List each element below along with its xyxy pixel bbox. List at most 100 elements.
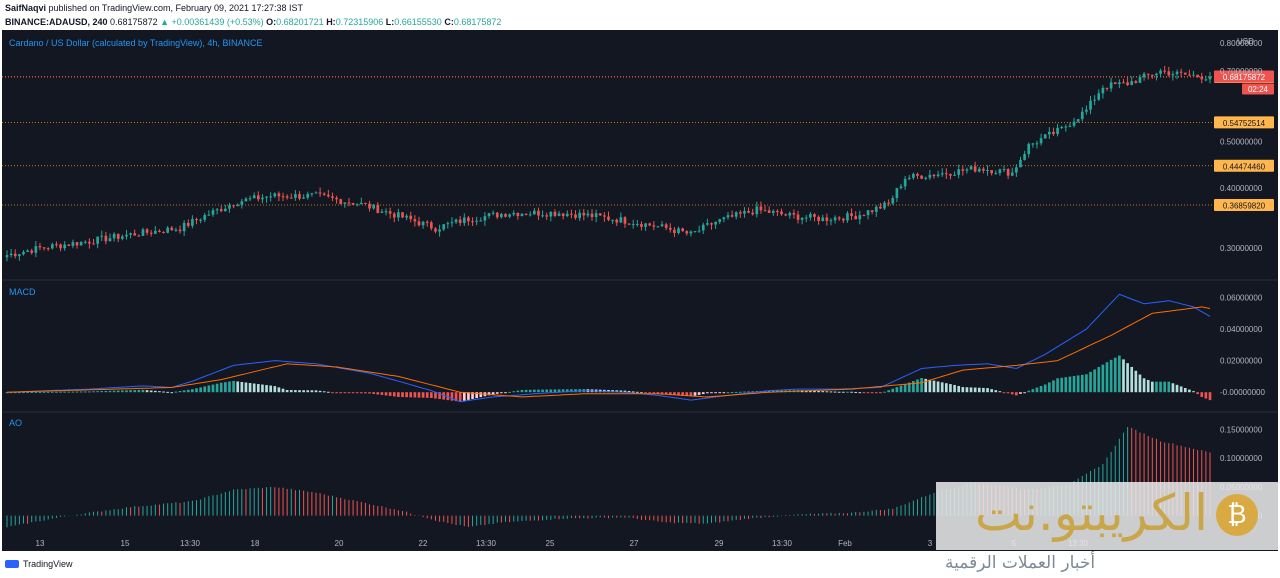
candle[interactable] (384, 211, 388, 213)
candle[interactable] (936, 174, 940, 177)
candle[interactable] (491, 212, 495, 214)
candle[interactable] (195, 219, 198, 221)
candle[interactable] (1159, 70, 1162, 74)
candle[interactable] (281, 196, 285, 198)
candle[interactable] (813, 214, 816, 217)
candle[interactable] (38, 246, 42, 248)
candle[interactable] (1093, 99, 1096, 101)
candle[interactable] (776, 211, 779, 213)
candle[interactable] (615, 219, 619, 223)
candle[interactable] (343, 202, 347, 204)
candle[interactable] (541, 215, 544, 217)
candle[interactable] (1031, 143, 1035, 145)
candle[interactable] (322, 193, 326, 195)
candle[interactable] (9, 253, 13, 256)
candle[interactable] (524, 213, 528, 215)
candle[interactable] (1027, 143, 1031, 154)
candle[interactable] (240, 201, 244, 205)
candle[interactable] (1080, 111, 1084, 120)
candle[interactable] (965, 169, 969, 171)
candle[interactable] (261, 197, 264, 200)
candle[interactable] (244, 198, 248, 202)
candle[interactable] (170, 227, 174, 231)
candle[interactable] (108, 238, 112, 242)
candle[interactable] (858, 215, 862, 220)
candle[interactable] (644, 223, 647, 227)
candle[interactable] (998, 169, 1002, 174)
candle[interactable] (693, 231, 697, 233)
candle[interactable] (656, 226, 660, 228)
candle[interactable] (739, 212, 742, 214)
candle[interactable] (487, 213, 491, 217)
candle[interactable] (701, 224, 705, 231)
candle[interactable] (623, 217, 627, 224)
candle[interactable] (1163, 70, 1167, 72)
candle[interactable] (825, 217, 829, 221)
candle[interactable] (561, 213, 565, 217)
candle[interactable] (846, 213, 849, 221)
candle[interactable] (302, 197, 305, 199)
candle[interactable] (397, 212, 400, 218)
candle[interactable] (668, 227, 672, 230)
candle[interactable] (327, 194, 330, 197)
candle[interactable] (809, 214, 812, 218)
candle[interactable] (13, 253, 17, 257)
candle[interactable] (273, 193, 277, 197)
candle[interactable] (528, 214, 532, 216)
candle[interactable] (438, 229, 441, 232)
candle[interactable] (685, 231, 689, 234)
candle[interactable] (1188, 74, 1191, 76)
candle[interactable] (298, 194, 301, 199)
candle[interactable] (71, 242, 75, 246)
candle[interactable] (252, 195, 256, 199)
candle[interactable] (318, 192, 322, 194)
candle[interactable] (285, 196, 289, 198)
candle[interactable] (153, 230, 157, 234)
candle[interactable] (1138, 77, 1142, 83)
candle[interactable] (483, 216, 487, 221)
candle[interactable] (116, 233, 120, 239)
candle[interactable] (533, 210, 536, 215)
candle[interactable] (63, 244, 67, 249)
candle[interactable] (92, 243, 95, 245)
candle[interactable] (228, 205, 231, 209)
candle[interactable] (788, 213, 792, 216)
candle[interactable] (1089, 100, 1092, 110)
candle[interactable] (211, 210, 215, 215)
candle[interactable] (796, 214, 800, 220)
candle[interactable] (149, 232, 153, 234)
candle[interactable] (899, 186, 903, 189)
candle[interactable] (112, 233, 116, 239)
candle[interactable] (631, 224, 635, 226)
candle[interactable] (512, 212, 516, 215)
candle[interactable] (125, 234, 128, 237)
candle[interactable] (224, 208, 227, 212)
candle[interactable] (1035, 143, 1039, 145)
candle[interactable] (895, 188, 899, 199)
candle[interactable] (1002, 169, 1006, 171)
candle[interactable] (508, 214, 511, 217)
candle[interactable] (664, 224, 668, 228)
candle[interactable] (726, 215, 730, 218)
candle[interactable] (347, 202, 351, 204)
candle[interactable] (1179, 71, 1183, 73)
candle[interactable] (67, 244, 71, 246)
candle[interactable] (430, 222, 433, 229)
candle[interactable] (804, 217, 808, 219)
candle[interactable] (1006, 169, 1010, 176)
candle[interactable] (565, 213, 569, 217)
candle[interactable] (751, 212, 755, 215)
candle[interactable] (1142, 73, 1146, 78)
candle[interactable] (574, 214, 577, 218)
candle[interactable] (500, 214, 503, 218)
candle[interactable] (883, 202, 886, 209)
candle[interactable] (133, 233, 137, 236)
candle[interactable] (1076, 119, 1080, 122)
candle[interactable] (1085, 109, 1088, 112)
candle[interactable] (850, 213, 853, 217)
candle[interactable] (1072, 121, 1076, 126)
candle[interactable] (215, 209, 219, 211)
candle[interactable] (640, 224, 643, 227)
candle[interactable] (1150, 74, 1154, 76)
candle[interactable] (986, 170, 989, 172)
